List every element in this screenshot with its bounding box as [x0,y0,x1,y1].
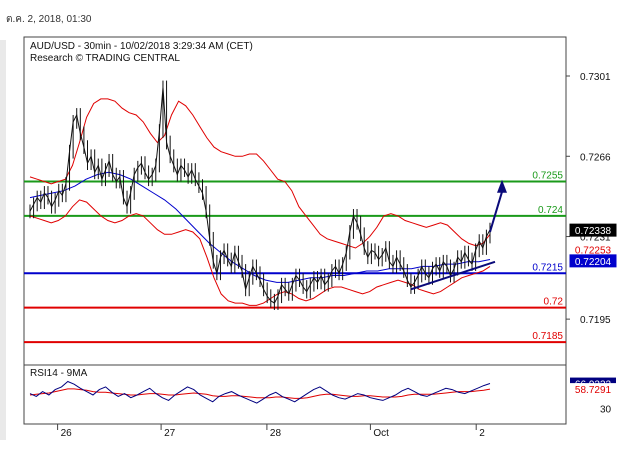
x-tick-label-2: 28 [270,428,282,439]
rsi-title: RSI14 - 9MA [30,368,88,379]
price-tag-label-0: 0.72338 [575,226,612,237]
left-scroll-edge[interactable] [0,40,6,440]
level-label-1: 0.724 [538,205,563,216]
price-tag-box-0 [569,223,617,237]
bb-upper-line [29,98,491,249]
x-tick-label-1: 27 [164,428,176,439]
projection-arrow-shaft [489,191,503,233]
level-label-2: 0.7215 [532,262,563,273]
x-tick-label-0: 26 [61,428,73,439]
y-tick-label-2: 0.7231 [580,233,611,244]
y-tick-label-0: 0.7301 [580,72,611,83]
rsi-tag-box-1 [570,383,616,396]
x-tick-label-4: 2 [479,428,485,439]
x-axis-ticks: 26 27 28 Oct 2 [57,424,485,439]
bollinger-bands [29,98,491,306]
bb-lower-line [29,199,491,306]
rsi-line [29,380,491,404]
rsi-y-tick-0: 30 [600,405,612,416]
rsi-series: 3066.923258.7291 [29,377,616,416]
price-tag-label-1: 0.72253 [575,246,612,257]
chart-title: AUD/USD - 30min - 10/02/2018 3:29:34 AM … [30,41,253,52]
rsi-ma-line [29,388,491,399]
rsi-tag-label-1: 58.7291 [575,385,612,396]
level-label-3: 0.72 [544,297,564,308]
support-trendline [410,260,496,291]
y-tick-label-1: 0.7266 [580,152,611,163]
price-line [29,87,491,304]
price-tag-label-2: 0.72204 [575,257,612,268]
annotations [410,179,507,291]
y-axis-ticks: 0.7301 0.7266 0.7231 0.7195 [566,72,611,326]
date-time-label: ต.ค. 2, 2018, 01:30 [6,14,92,25]
rsi-panel-frame [23,364,567,425]
price-tag-box-2 [569,254,617,268]
main-panel-frame [23,36,567,366]
projection-arrow-head [497,179,507,193]
level-label-4: 0.7185 [532,331,563,342]
y-tick-label-3: 0.7195 [580,315,611,326]
level-label-0: 0.7255 [532,171,563,182]
x-tick-label-3: Oct [373,428,389,439]
price-series [29,80,491,310]
chart-subtitle: Research © TRADING CENTRAL [30,53,180,64]
